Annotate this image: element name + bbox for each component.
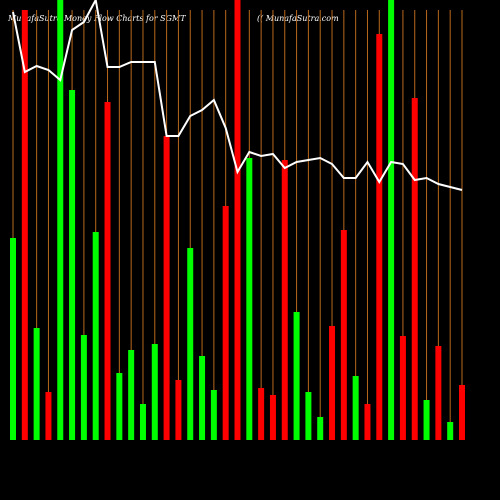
bar (10, 238, 16, 440)
bar (317, 417, 324, 440)
bar (435, 346, 442, 440)
price-line (12, 0, 463, 191)
bar (45, 392, 52, 440)
bar (222, 206, 229, 440)
bar (388, 0, 395, 440)
bar (305, 392, 312, 440)
bar (447, 422, 454, 440)
bar (246, 158, 253, 440)
bar (21, 10, 28, 440)
bar (175, 380, 182, 440)
bar (128, 350, 135, 440)
bar (57, 0, 64, 440)
bar (33, 328, 40, 440)
bar (199, 356, 206, 440)
bar (187, 248, 194, 440)
bar (69, 90, 76, 440)
bar (104, 102, 111, 440)
chart-title: MunafaSutra Money Flow Charts for SGMT (7, 14, 186, 23)
bar (399, 336, 406, 440)
bar (364, 404, 371, 440)
bar (163, 136, 170, 440)
chart-subtitle: (( MunafaSutra.com (257, 14, 339, 23)
bar (281, 160, 288, 440)
bar (293, 312, 300, 440)
bar (340, 230, 347, 440)
bar (423, 400, 430, 440)
bar (269, 395, 276, 440)
bar (139, 404, 146, 440)
bar (352, 376, 359, 440)
bar (376, 34, 383, 440)
bar (92, 232, 99, 440)
bar (411, 98, 418, 440)
bar (258, 388, 265, 440)
bar (116, 373, 123, 440)
bar (80, 335, 87, 440)
bar (210, 390, 217, 440)
bar (459, 385, 465, 440)
bar (151, 344, 158, 440)
bar (234, 0, 241, 440)
bar (329, 326, 336, 440)
